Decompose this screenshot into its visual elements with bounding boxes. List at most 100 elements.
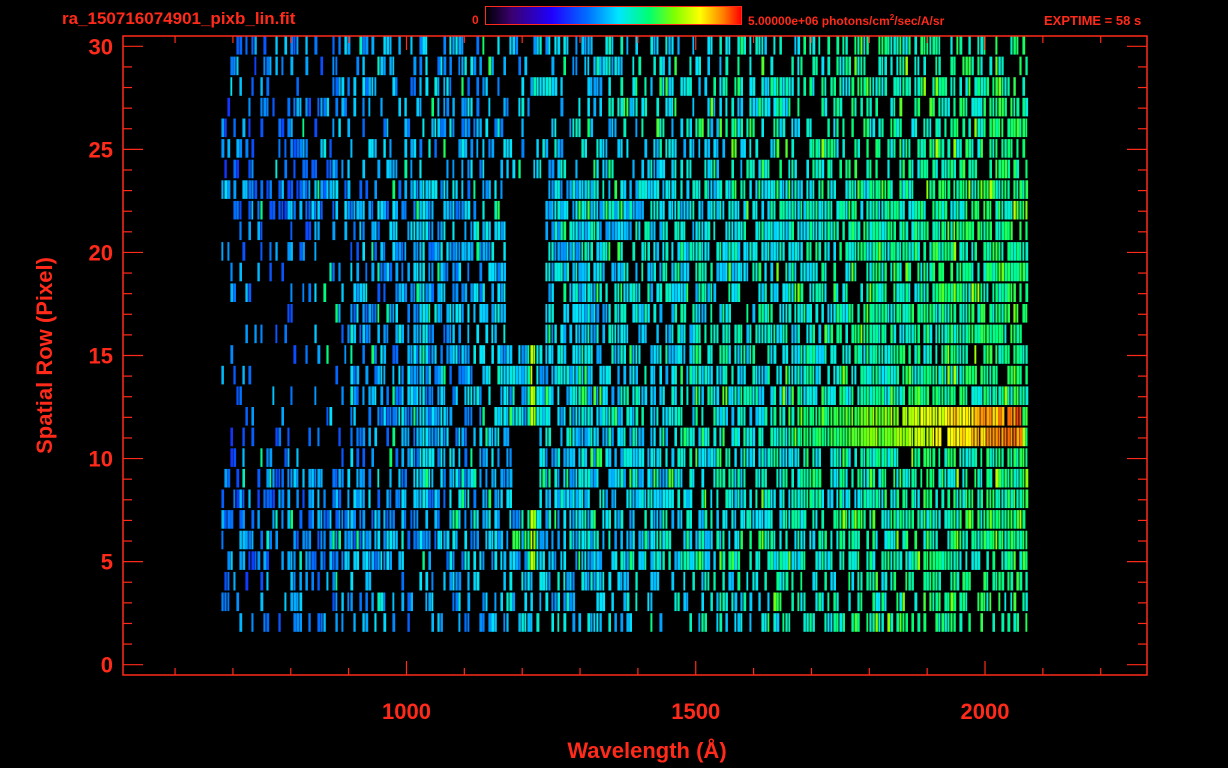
- heatmap-cell: [782, 118, 786, 138]
- heatmap-cell: [725, 345, 728, 364]
- heatmap-cell: [779, 159, 782, 179]
- heatmap-cell: [614, 345, 617, 364]
- heatmap-cell: [866, 324, 869, 344]
- heatmap-cell: [1010, 97, 1013, 117]
- heatmap-cell: [854, 489, 857, 509]
- heatmap-cell: [671, 468, 674, 488]
- heatmap-cell: [890, 304, 893, 323]
- heatmap-cell: [308, 530, 312, 550]
- heatmap-cell: [731, 427, 735, 447]
- heatmap-cell: [872, 613, 875, 632]
- heatmap-cell: [410, 283, 413, 302]
- heatmap-cell: [845, 283, 848, 302]
- heatmap-cell: [896, 365, 900, 385]
- heatmap-cell: [560, 97, 564, 117]
- heatmap-cell: [794, 510, 798, 529]
- heatmap-cell: [842, 200, 845, 220]
- heatmap-cell: [389, 304, 392, 323]
- heatmap-cell: [620, 242, 623, 261]
- heatmap-cell: [614, 118, 617, 138]
- heatmap-cell: [263, 36, 267, 55]
- heatmap-cell: [344, 200, 347, 220]
- heatmap-cell: [857, 304, 860, 323]
- heatmap-cell: [704, 283, 707, 302]
- heatmap-cell: [782, 97, 785, 117]
- heatmap-cell: [368, 427, 371, 447]
- heatmap-cell: [386, 159, 390, 179]
- heatmap-cell: [845, 56, 848, 76]
- heatmap-cell: [299, 510, 303, 529]
- heatmap-cell: [665, 262, 668, 282]
- heatmap-cell: [602, 262, 605, 282]
- heatmap-cell: [935, 56, 938, 76]
- heatmap-cell: [413, 489, 417, 509]
- heatmap-cell: [536, 530, 539, 550]
- heatmap-cell: [350, 262, 353, 282]
- heatmap-cell: [683, 262, 686, 282]
- heatmap-cell: [962, 448, 965, 467]
- heatmap-cell: [713, 448, 716, 467]
- heatmap-cell: [947, 97, 950, 117]
- heatmap-cell: [524, 365, 527, 385]
- heatmap-cell: [638, 468, 642, 488]
- heatmap-cell: [650, 262, 653, 282]
- heatmap-cell: [365, 77, 369, 96]
- heatmap-cell: [809, 365, 812, 385]
- heatmap-cell: [896, 613, 899, 632]
- heatmap-cell: [968, 427, 972, 447]
- heatmap-cell: [503, 407, 507, 426]
- heatmap-cell: [521, 97, 525, 117]
- heatmap-cell: [551, 242, 554, 261]
- heatmap-cell: [563, 262, 567, 282]
- heatmap-cell: [755, 510, 758, 529]
- heatmap-cell: [989, 97, 992, 117]
- heatmap-cell: [533, 407, 536, 426]
- heatmap-cell: [1001, 468, 1004, 488]
- heatmap-cell: [425, 407, 429, 426]
- heatmap-cell: [398, 283, 401, 302]
- heatmap-cell: [965, 139, 969, 158]
- heatmap-cell: [539, 571, 543, 591]
- heatmap-cell: [551, 77, 555, 96]
- heatmap-cell: [899, 345, 903, 364]
- heatmap-cell: [587, 262, 591, 282]
- heatmap-cell: [593, 324, 596, 344]
- heatmap-cell: [632, 489, 635, 509]
- heatmap-cell: [380, 551, 383, 570]
- heatmap-cell: [779, 530, 782, 550]
- heatmap-cell: [698, 510, 702, 529]
- heatmap-cell: [722, 407, 725, 426]
- heatmap-cell: [1004, 510, 1007, 529]
- heatmap-cell: [902, 36, 905, 55]
- heatmap-cell: [236, 592, 240, 612]
- heatmap-cell: [548, 180, 551, 199]
- heatmap-cell: [725, 56, 729, 76]
- heatmap-cell: [449, 36, 452, 55]
- heatmap-cell: [635, 262, 638, 282]
- heatmap-cell: [650, 200, 653, 220]
- heatmap-cell: [392, 304, 395, 323]
- heatmap-cell: [854, 510, 857, 529]
- heatmap-cell: [671, 386, 675, 405]
- heatmap-cell: [275, 56, 278, 76]
- heatmap-cell: [638, 56, 642, 76]
- heatmap-cell: [533, 510, 536, 529]
- heatmap-cell: [605, 365, 609, 385]
- heatmap-cell: [899, 304, 902, 323]
- heatmap-cell: [809, 36, 812, 55]
- heatmap-cell: [854, 613, 858, 632]
- heatmap-cell: [962, 571, 966, 591]
- heatmap-cell: [980, 118, 984, 138]
- heatmap-cell: [491, 613, 495, 632]
- heatmap-cell: [590, 571, 593, 591]
- heatmap-cell: [584, 304, 588, 323]
- heatmap-cell: [767, 159, 770, 179]
- heatmap-cell: [536, 407, 539, 426]
- heatmap-cell: [833, 262, 837, 282]
- heatmap-cell: [770, 221, 773, 241]
- heatmap-cell: [593, 56, 596, 76]
- heatmap-cell: [377, 56, 380, 76]
- heatmap-cell: [650, 77, 653, 96]
- heatmap-cell: [395, 304, 398, 323]
- heatmap-cell: [431, 489, 434, 509]
